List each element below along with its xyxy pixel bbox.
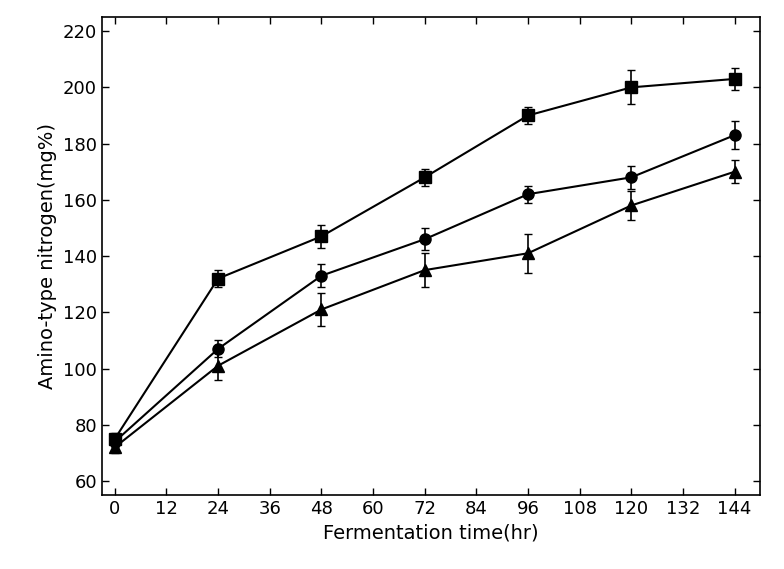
X-axis label: Fermentation time(hr): Fermentation time(hr) (323, 523, 539, 542)
Y-axis label: Amino-type nitrogen(mg%): Amino-type nitrogen(mg%) (38, 123, 57, 389)
